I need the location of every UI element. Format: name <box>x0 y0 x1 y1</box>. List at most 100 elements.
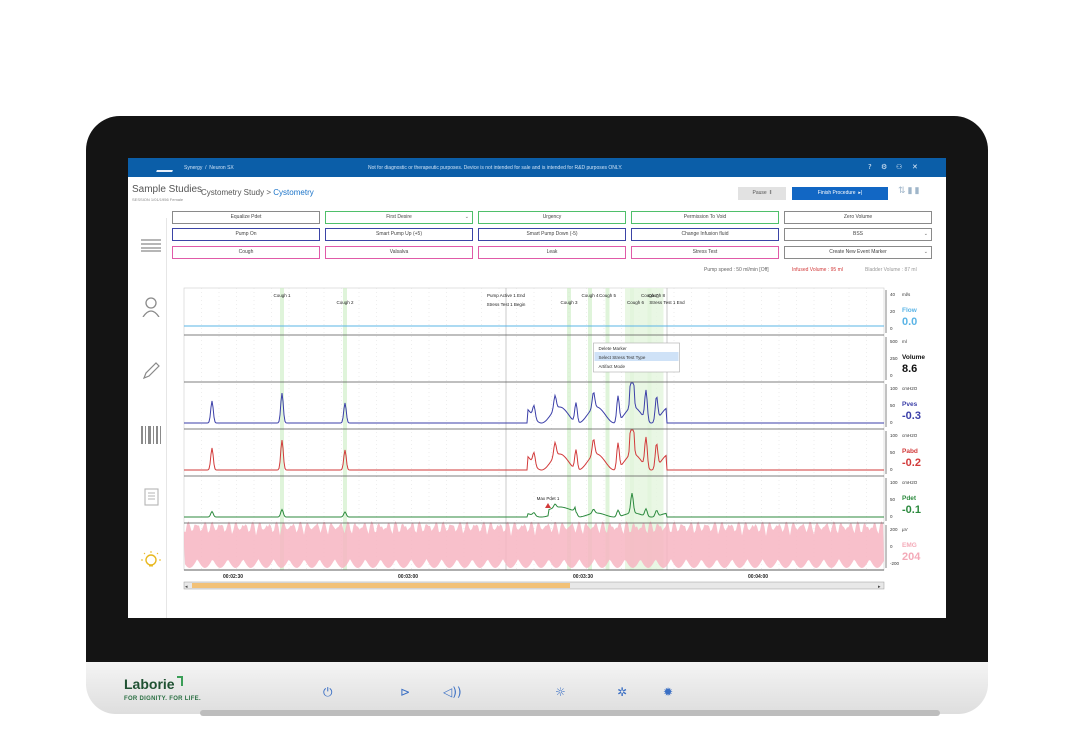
help-icon[interactable]: ? <box>868 163 872 171</box>
event-button-bss[interactable]: BSS ⌄ <box>784 228 932 241</box>
event-button-label: Smart Pump Down (-5) <box>526 231 578 237</box>
barcode-glyph <box>141 426 161 444</box>
marker-label[interactable]: Cough 2 <box>336 300 354 305</box>
timeline-scroll-thumb[interactable] <box>192 583 570 588</box>
bulb-icon <box>141 551 161 567</box>
channel-unit: cmH2O <box>902 433 918 438</box>
finish-procedure-button[interactable]: Finish Procedure ▸| <box>792 187 888 200</box>
brand-logo: Laborie FOR DIGNITY. FOR LIFE. <box>124 676 201 702</box>
time-tick-label: 00:04:00 <box>748 574 768 580</box>
event-button-first-desire[interactable]: First Desire ⌄ <box>325 211 473 224</box>
pencil-icon <box>142 362 160 380</box>
marker-label[interactable]: Cough 8 <box>648 293 666 298</box>
event-button-permission-to-void[interactable]: Permission To Void <box>631 211 779 224</box>
channel-value: -0.3 <box>902 410 921 422</box>
lightbulb-icon[interactable] <box>140 550 162 572</box>
channel-value: 204 <box>902 551 921 563</box>
scroll-left-icon[interactable]: ◂ <box>185 584 188 590</box>
event-button-pump-on[interactable]: Pump On <box>172 228 320 241</box>
axis-tick: 50 <box>890 497 896 502</box>
breadcrumb-current: Cystometry <box>273 188 314 197</box>
context-menu-item[interactable]: Select Stress Test Type <box>599 355 646 360</box>
menu-icon-glyph <box>141 239 161 252</box>
marker-label[interactable]: Max Pdet 1 <box>537 496 560 501</box>
time-tick-label: 00:03:30 <box>573 574 593 580</box>
marker-label[interactable]: Pump Active 1 End <box>487 293 526 298</box>
pump-speed: Pump speed : 50 ml/min [Off] <box>704 267 769 273</box>
max-pdet-marker-icon <box>545 503 551 508</box>
axis-tick: 0 <box>890 544 893 549</box>
axis-tick: 100 <box>890 433 898 438</box>
event-button-create-new-event-marker[interactable]: Create New Event Marker ⌄ <box>784 246 932 259</box>
marker-label[interactable]: Stress Test 1 Begin <box>487 302 526 307</box>
brightness-down-icon[interactable]: ☼ <box>555 685 566 699</box>
event-button-label: Valsalva <box>389 249 409 255</box>
event-button-equalize-pdet[interactable]: Equalize Pdet <box>172 211 320 224</box>
event-button-urgency[interactable]: Urgency <box>478 211 626 224</box>
event-button-stress-test[interactable]: Stress Test <box>631 246 779 259</box>
breadcrumb: Cystometry Study > Cystometry <box>201 188 314 197</box>
input-icon[interactable]: ⊳ <box>400 685 411 699</box>
event-button-label: Cough <box>238 249 254 255</box>
channel-value: 0.0 <box>902 316 917 328</box>
axis-tick: 100 <box>890 386 898 391</box>
marker-label[interactable]: Cough 7 <box>641 293 659 298</box>
chevron-down-icon: ⌄ <box>464 214 469 220</box>
axis-tick: 50 <box>890 450 896 455</box>
pdet-trace <box>184 492 884 518</box>
settings-icon[interactable]: ✲ <box>617 685 628 699</box>
event-button-valsalva[interactable]: Valsalva <box>325 246 473 259</box>
event-button-label: First Desire <box>386 214 412 220</box>
brightness-up-icon[interactable]: ✹ <box>663 685 674 699</box>
person-icon <box>142 297 160 317</box>
axis-tick: 50 <box>890 403 896 408</box>
marker-label[interactable]: Stress Test 1 End <box>649 300 685 305</box>
event-button-smart-pump-up-5[interactable]: Smart Pump Up (+5) <box>325 228 473 241</box>
event-button-change-infusion-fluid[interactable]: Change Infusion fluid <box>631 228 779 241</box>
channel-value: -0.2 <box>902 457 921 469</box>
volume-icon[interactable]: ◁)) <box>443 685 462 699</box>
marker-label[interactable]: Cough 1 <box>273 293 291 298</box>
study-group-title: Sample Studies <box>132 184 203 195</box>
channel-name: Volume <box>902 354 925 361</box>
time-tick-label: 00:03:00 <box>398 574 418 580</box>
title-bar: Synergy / Neuron SX Not for diagnostic o… <box>128 158 946 177</box>
marker-label[interactable]: Cough 4 <box>581 293 599 298</box>
event-button-leak[interactable]: Leak <box>478 246 626 259</box>
barcode-icon[interactable] <box>140 424 162 446</box>
gear-icon[interactable]: ⚙ <box>881 163 888 171</box>
axis-tick: 0 <box>890 514 893 519</box>
scroll-right-icon[interactable]: ▸ <box>878 584 881 590</box>
axis-tick: 0 <box>890 373 893 378</box>
report-icon[interactable] <box>140 486 162 508</box>
power-icon[interactable]: ⏻ <box>323 685 333 699</box>
axis-tick: 200 <box>890 527 898 532</box>
marker-label[interactable]: Cough 3 <box>560 300 578 305</box>
event-button-cough[interactable]: Cough <box>172 246 320 259</box>
axis-tick: 0 <box>890 420 893 425</box>
channel-unit: ml/s <box>902 292 911 297</box>
event-button-label: Equalize Pdet <box>230 214 262 220</box>
event-button-label: Create New Event Marker <box>829 249 887 255</box>
user-icon[interactable]: ⚇ <box>896 163 903 171</box>
app-logo-icon <box>156 162 176 172</box>
annotate-icon[interactable] <box>140 360 162 382</box>
menu-icon[interactable] <box>140 234 162 256</box>
event-button-zero-volume[interactable]: Zero Volume <box>784 211 932 224</box>
close-icon[interactable]: ✕ <box>912 163 918 171</box>
event-button-smart-pump-down-5[interactable]: Smart Pump Down (-5) <box>478 228 626 241</box>
sidebar-divider <box>166 218 167 618</box>
marker-label[interactable]: Cough 5 <box>599 293 617 298</box>
pause-button[interactable]: Pause ‖ <box>738 187 786 200</box>
channel-name: Pdet <box>902 495 917 502</box>
chevron-down-icon: ⌄ <box>923 231 928 237</box>
channel-value: 8.6 <box>902 363 917 375</box>
app-name: Synergy / Neuron SX <box>184 165 234 171</box>
brand-name: Laborie <box>124 676 175 692</box>
context-menu-item[interactable]: Artifact Mode <box>599 364 626 369</box>
breadcrumb-parent[interactable]: Cystometry Study <box>201 188 265 197</box>
marker-label[interactable]: Cough 6 <box>627 300 645 305</box>
patient-icon[interactable] <box>140 296 162 318</box>
urodynamic-trace-chart[interactable]: Cough 1 Cough 2 Pump Active 1 End Stress Te… <box>182 285 932 595</box>
context-menu-item[interactable]: Delete Marker <box>599 346 628 351</box>
